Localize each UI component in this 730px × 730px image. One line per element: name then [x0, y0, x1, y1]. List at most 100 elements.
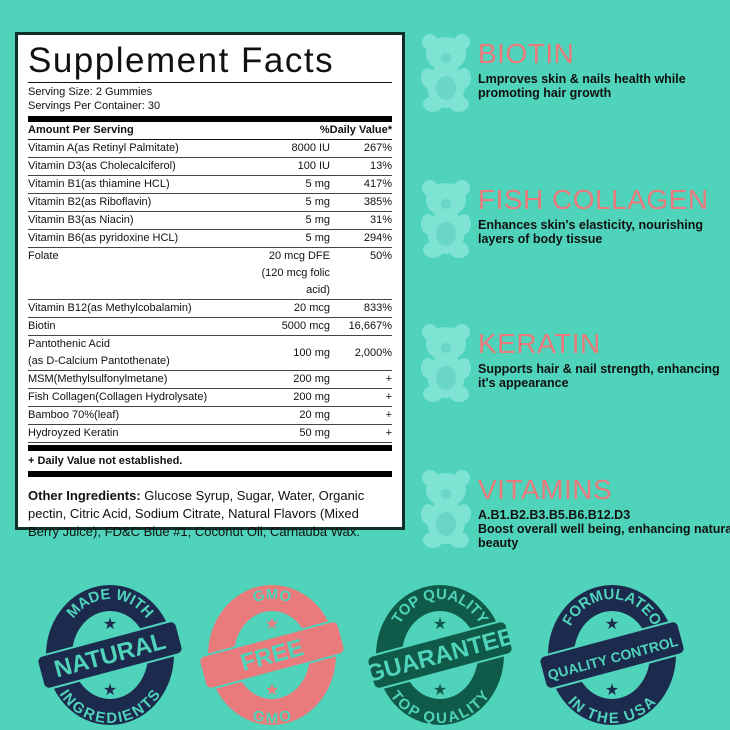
- divider: [28, 471, 392, 477]
- star-icon: ★: [605, 616, 619, 633]
- facts-title: Supplement Facts: [28, 41, 392, 83]
- nutrient-cell: Vitamin D3(as Cholecalciferol): [28, 158, 240, 175]
- badge-guarantee: TOP QUALITY TOP QUALITY GUARANTEE ★ ★: [363, 585, 517, 725]
- nutrient-cell: Pantothenic Acid (as D-Calcium Pantothena…: [28, 336, 240, 370]
- supplement-facts-panel: Supplement Facts Serving Size: 2 Gummies…: [15, 32, 405, 539]
- star-icon: ★: [605, 682, 619, 699]
- nutrient-name: MSM(Methylsulfonylmetane): [28, 373, 168, 385]
- feature-title: VITAMINS: [478, 474, 613, 505]
- nutrient-name: Vitamin B3(as Niacin): [28, 214, 134, 226]
- nutrient-cell: Vitamin A(as Retinyl Palmitate): [28, 140, 240, 157]
- amount: 100 IU: [297, 160, 330, 172]
- table-row: Vitamin B1(as thiamine HCL) 5 mg 417%: [28, 176, 392, 194]
- amount: 20 mcg DFE: [268, 250, 330, 262]
- nutrient-name: Hydroyzed Keratin: [28, 427, 119, 439]
- table-row: Vitamin D3(as Cholecalciferol) 100 IU 13%: [28, 158, 392, 176]
- feature-description: Lmproves skin & nails health while promo…: [478, 72, 730, 100]
- table-row: Vitamin A(as Retinyl Palmitate) 8000 IU 26…: [28, 140, 392, 158]
- amount-cell: 50 mg: [240, 425, 330, 442]
- amount: 5000 mcg: [281, 320, 330, 332]
- daily-value: 16,667%: [348, 320, 392, 332]
- table-row: Pantothenic Acid (as D-Calcium Pantothena…: [28, 336, 392, 371]
- nutrient-name: Vitamin B2(as Riboflavin): [28, 196, 152, 208]
- nutrient-name: Vitamin D3(as Cholecalciferol): [28, 160, 176, 172]
- amount: 5 mg: [305, 178, 330, 190]
- nutrient-name: Biotin: [28, 320, 56, 332]
- table-row: MSM(Methylsulfonylmetane) 200 mg +: [28, 371, 392, 389]
- nutrient-name: Vitamin B12(as Methylcobalamin): [28, 302, 192, 314]
- dv-cell: 50%: [330, 248, 392, 299]
- serving-size: Serving Size: 2 Gummies: [28, 86, 153, 98]
- amount-cell: 100 IU: [240, 158, 330, 175]
- nutrient-cell: Biotin: [28, 318, 240, 335]
- dv-note: + Daily Value not established.: [28, 455, 183, 467]
- gummy-bear-icon: [420, 322, 472, 407]
- daily-value: 31%: [369, 214, 392, 226]
- divider: [28, 445, 392, 451]
- dv-cell: 2,000%: [330, 345, 392, 362]
- vitamin-list: A.B1.B2.B3.B5.B6.B12.D3: [478, 508, 631, 522]
- dv-cell: 267%: [330, 140, 392, 157]
- badge-top-text: GMO: [251, 586, 294, 606]
- badge-quality-control: FORMULATEO IN THE USA QUALITY CONTROL ★ …: [538, 585, 686, 725]
- nutrient-cell: Vitamin B3(as Niacin): [28, 212, 240, 229]
- nutrient-name: Vitamin B6(as pyridoxine HCL): [28, 232, 179, 244]
- amount: 8000 IU: [291, 142, 330, 154]
- gummy-bear-icon: [420, 468, 472, 553]
- nutrient-name: Folate: [28, 250, 59, 262]
- table-row: Vitamin B6(as pyridoxine HCL) 5 mg 294%: [28, 230, 392, 248]
- gummy-bear-icon: [420, 32, 472, 117]
- table-row: Hydroyzed Keratin 50 mg +: [28, 425, 392, 443]
- amount: 5 mg: [305, 214, 330, 226]
- nutrient-name: Pantothenic Acid: [28, 338, 110, 350]
- daily-value: 50%: [369, 250, 392, 262]
- amount: 100 mg: [293, 346, 330, 359]
- amount: 20 mcg: [293, 302, 330, 314]
- badges: MADE WITH INGREDIENTS NATURAL ★ ★ GMO GM…: [36, 585, 686, 725]
- table-row: Folate 20 mcg DFE (120 mcg folic acid) 50%: [28, 248, 392, 300]
- table-row: Vitamin B3(as Niacin) 5 mg 31%: [28, 212, 392, 230]
- description-text: Boost overall well being, enhancing natu…: [478, 522, 730, 550]
- nutrient-name: Vitamin B1(as thiamine HCL): [28, 178, 170, 190]
- feature-description: Supports hair & nail strength, enhancing…: [478, 362, 730, 390]
- feature-keratin: KERATIN Supports hair & nail strength, e…: [420, 322, 730, 412]
- amount-cell: 8000 IU: [240, 140, 330, 157]
- feature-description: Enhances skin's elasticity, nourishing l…: [478, 218, 730, 246]
- daily-value: 833%: [363, 302, 392, 314]
- star-icon: ★: [433, 682, 447, 699]
- amount: 5 mg: [305, 196, 330, 208]
- feature-fish-collagen: FISH COLLAGEN Enhances skin's elasticity…: [420, 178, 730, 268]
- badge-free: GMO GMO FREE ★ ★: [198, 585, 346, 725]
- daily-value: 385%: [363, 196, 392, 208]
- star-icon: ★: [103, 682, 117, 699]
- dv-cell: +: [330, 371, 392, 388]
- nutrient-cell: Vitamin B6(as pyridoxine HCL): [28, 230, 240, 247]
- nutrient-cell: Bamboo 70%(leaf): [28, 407, 240, 424]
- other-ingredients: Other Ingredients: Glucose Syrup, Sugar,…: [28, 477, 392, 541]
- daily-value: 294%: [363, 232, 392, 244]
- amount-cell: 5 mg: [240, 230, 330, 247]
- dv-cell: 294%: [330, 230, 392, 247]
- amount: 200 mg: [293, 391, 330, 403]
- star-icon: ★: [265, 616, 279, 633]
- amount-detail: (120 mcg folic acid): [261, 267, 330, 296]
- amount-cell: 200 mg: [240, 371, 330, 388]
- amount-cell: 100 mg: [240, 345, 330, 362]
- daily-value: +: [385, 373, 392, 385]
- daily-value: +: [385, 391, 392, 403]
- amount-cell: 5 mg: [240, 194, 330, 211]
- star-icon: ★: [265, 682, 279, 699]
- dv-cell: +: [330, 407, 392, 424]
- amount: 5 mg: [305, 232, 330, 244]
- feature-title: BIOTIN: [478, 38, 575, 69]
- daily-value: 417%: [363, 178, 392, 190]
- nutrient-name: Vitamin A(as Retinyl Palmitate): [28, 142, 179, 154]
- feature-vitamins: VITAMINS A.B1.B2.B3.B5.B6.B12.D3 Boost ov…: [420, 468, 730, 558]
- header-dv: %Daily Value*: [319, 124, 392, 136]
- table-row: Vitamin B2(as Riboflavin) 5 mg 385%: [28, 194, 392, 212]
- badge-natural: MADE WITH INGREDIENTS NATURAL ★ ★: [36, 585, 184, 725]
- feature-title: FISH COLLAGEN: [478, 184, 709, 215]
- nutrient-name-detail: (as D-Calcium Pantothenate): [28, 355, 170, 367]
- badge-bottom-text: GMO: [251, 707, 294, 725]
- dv-cell: 16,667%: [330, 318, 392, 335]
